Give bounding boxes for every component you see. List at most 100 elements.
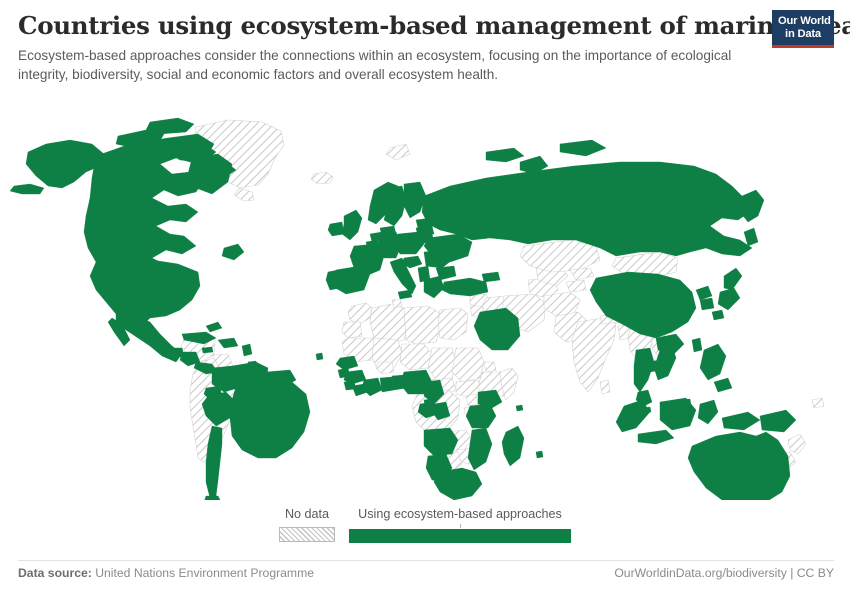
country-lesser-antilles[interactable]: [241, 343, 253, 357]
country-somalia[interactable]: [499, 367, 519, 401]
country-baja[interactable]: [107, 317, 131, 347]
country-brazil[interactable]: [229, 377, 311, 459]
country-indonesia-sumatra[interactable]: [615, 399, 651, 433]
legend-no-data-group[interactable]: No data: [279, 508, 335, 542]
country-kenya[interactable]: [477, 389, 503, 409]
country-philippines-south[interactable]: [713, 377, 733, 393]
country-indonesia-east[interactable]: [721, 411, 761, 431]
country-greenland-south[interactable]: [233, 187, 255, 202]
country-mauritius[interactable]: [535, 450, 544, 459]
country-nigeria[interactable]: [399, 369, 433, 395]
world-map[interactable]: [0, 100, 850, 500]
country-novaya-zemlya[interactable]: [519, 155, 549, 175]
country-greece[interactable]: [423, 275, 445, 299]
country-senegal[interactable]: [335, 355, 359, 371]
country-kyrgyzstan[interactable]: [569, 267, 595, 281]
country-guinea[interactable]: [343, 369, 367, 385]
country-niger[interactable]: [399, 343, 433, 371]
country-japan[interactable]: [723, 267, 743, 291]
country-taiwan[interactable]: [691, 337, 703, 353]
country-portugal[interactable]: [325, 269, 341, 291]
country-egypt[interactable]: [437, 307, 469, 341]
country-united-states[interactable]: [89, 257, 201, 329]
country-united-kingdom[interactable]: [341, 209, 363, 241]
country-cameroon[interactable]: [423, 379, 445, 405]
country-new-zealand[interactable]: [787, 433, 807, 455]
country-iceland[interactable]: [310, 171, 334, 185]
country-canada-islands-2[interactable]: [145, 117, 195, 135]
country-russia-islands-ne[interactable]: [559, 139, 607, 157]
country-north-korea[interactable]: [695, 285, 713, 301]
country-morocco[interactable]: [347, 302, 373, 325]
country-algeria[interactable]: [369, 303, 409, 343]
country-saudi-arabia[interactable]: [473, 307, 521, 351]
country-south-africa[interactable]: [433, 467, 483, 500]
country-indonesia-java[interactable]: [637, 429, 675, 445]
world-map-svg[interactable]: [0, 100, 850, 500]
country-angola[interactable]: [423, 427, 459, 457]
country-croatia-slovenia[interactable]: [401, 255, 423, 269]
country-tunisia[interactable]: [391, 298, 403, 309]
country-jamaica[interactable]: [201, 346, 214, 354]
country-ivory-coast[interactable]: [361, 377, 383, 397]
country-brunei[interactable]: [681, 398, 692, 407]
country-fiji[interactable]: [811, 397, 825, 409]
country-honduras-nicaragua[interactable]: [179, 351, 201, 367]
country-bulgaria[interactable]: [435, 265, 457, 281]
country-papua-new-guinea[interactable]: [759, 409, 797, 433]
country-finland[interactable]: [403, 181, 427, 219]
country-cape-verde[interactable]: [315, 352, 324, 361]
country-indonesia-sulawesi[interactable]: [697, 399, 719, 425]
country-japan-kyushu[interactable]: [711, 309, 725, 321]
country-georgia[interactable]: [481, 271, 501, 283]
country-russia[interactable]: [421, 161, 753, 257]
country-chile-south[interactable]: [204, 495, 222, 500]
country-congo[interactable]: [431, 401, 451, 421]
country-hispaniola[interactable]: [217, 337, 239, 349]
country-sweden[interactable]: [383, 185, 407, 227]
country-japan-honshu[interactable]: [717, 287, 741, 311]
legend-bin-group[interactable]: Using ecosystem-based approaches: [349, 508, 571, 543]
country-tajikistan[interactable]: [565, 279, 587, 293]
country-peru[interactable]: [201, 391, 237, 427]
country-madagascar[interactable]: [501, 425, 525, 467]
country-mexico[interactable]: [115, 313, 183, 363]
country-baffin-island[interactable]: [187, 153, 233, 195]
country-kamchatka[interactable]: [739, 189, 765, 223]
country-ireland[interactable]: [327, 221, 345, 237]
country-burkina-faso[interactable]: [375, 361, 395, 375]
country-kazakhstan[interactable]: [519, 239, 601, 273]
country-india[interactable]: [571, 317, 617, 393]
country-sudan[interactable]: [451, 347, 485, 383]
legend-color-bar[interactable]: [349, 528, 571, 543]
country-united-states-alaska[interactable]: [25, 139, 105, 189]
country-italy[interactable]: [389, 257, 417, 295]
country-philippines[interactable]: [699, 343, 727, 381]
country-sri-lanka[interactable]: [599, 379, 611, 395]
country-eritrea[interactable]: [483, 361, 497, 373]
country-australia[interactable]: [687, 431, 791, 500]
country-thailand[interactable]: [633, 347, 655, 393]
country-bahamas[interactable]: [205, 321, 223, 333]
country-russia-islands-north[interactable]: [485, 147, 525, 163]
country-sicily-sardinia[interactable]: [397, 289, 413, 300]
country-sakhalin[interactable]: [743, 227, 759, 247]
country-poland[interactable]: [393, 231, 425, 255]
legend-no-data-swatch[interactable]: [279, 526, 335, 542]
country-south-korea[interactable]: [699, 297, 715, 311]
our-world-in-data-logo[interactable]: Our World in Data: [772, 10, 834, 49]
country-western-sahara[interactable]: [341, 321, 363, 339]
country-libya[interactable]: [403, 305, 441, 345]
country-uganda[interactable]: [465, 393, 479, 407]
country-ghana[interactable]: [379, 376, 395, 393]
country-chad[interactable]: [427, 347, 457, 381]
country-newfoundland[interactable]: [221, 243, 245, 261]
country-cuba[interactable]: [181, 331, 217, 345]
country-mongolia[interactable]: [611, 251, 679, 279]
country-svalbard[interactable]: [385, 143, 411, 161]
country-aleutians[interactable]: [9, 183, 45, 195]
country-seychelles[interactable]: [515, 404, 524, 412]
country-gabon[interactable]: [417, 401, 439, 419]
country-mozambique[interactable]: [467, 427, 493, 471]
country-turkey[interactable]: [441, 277, 489, 297]
